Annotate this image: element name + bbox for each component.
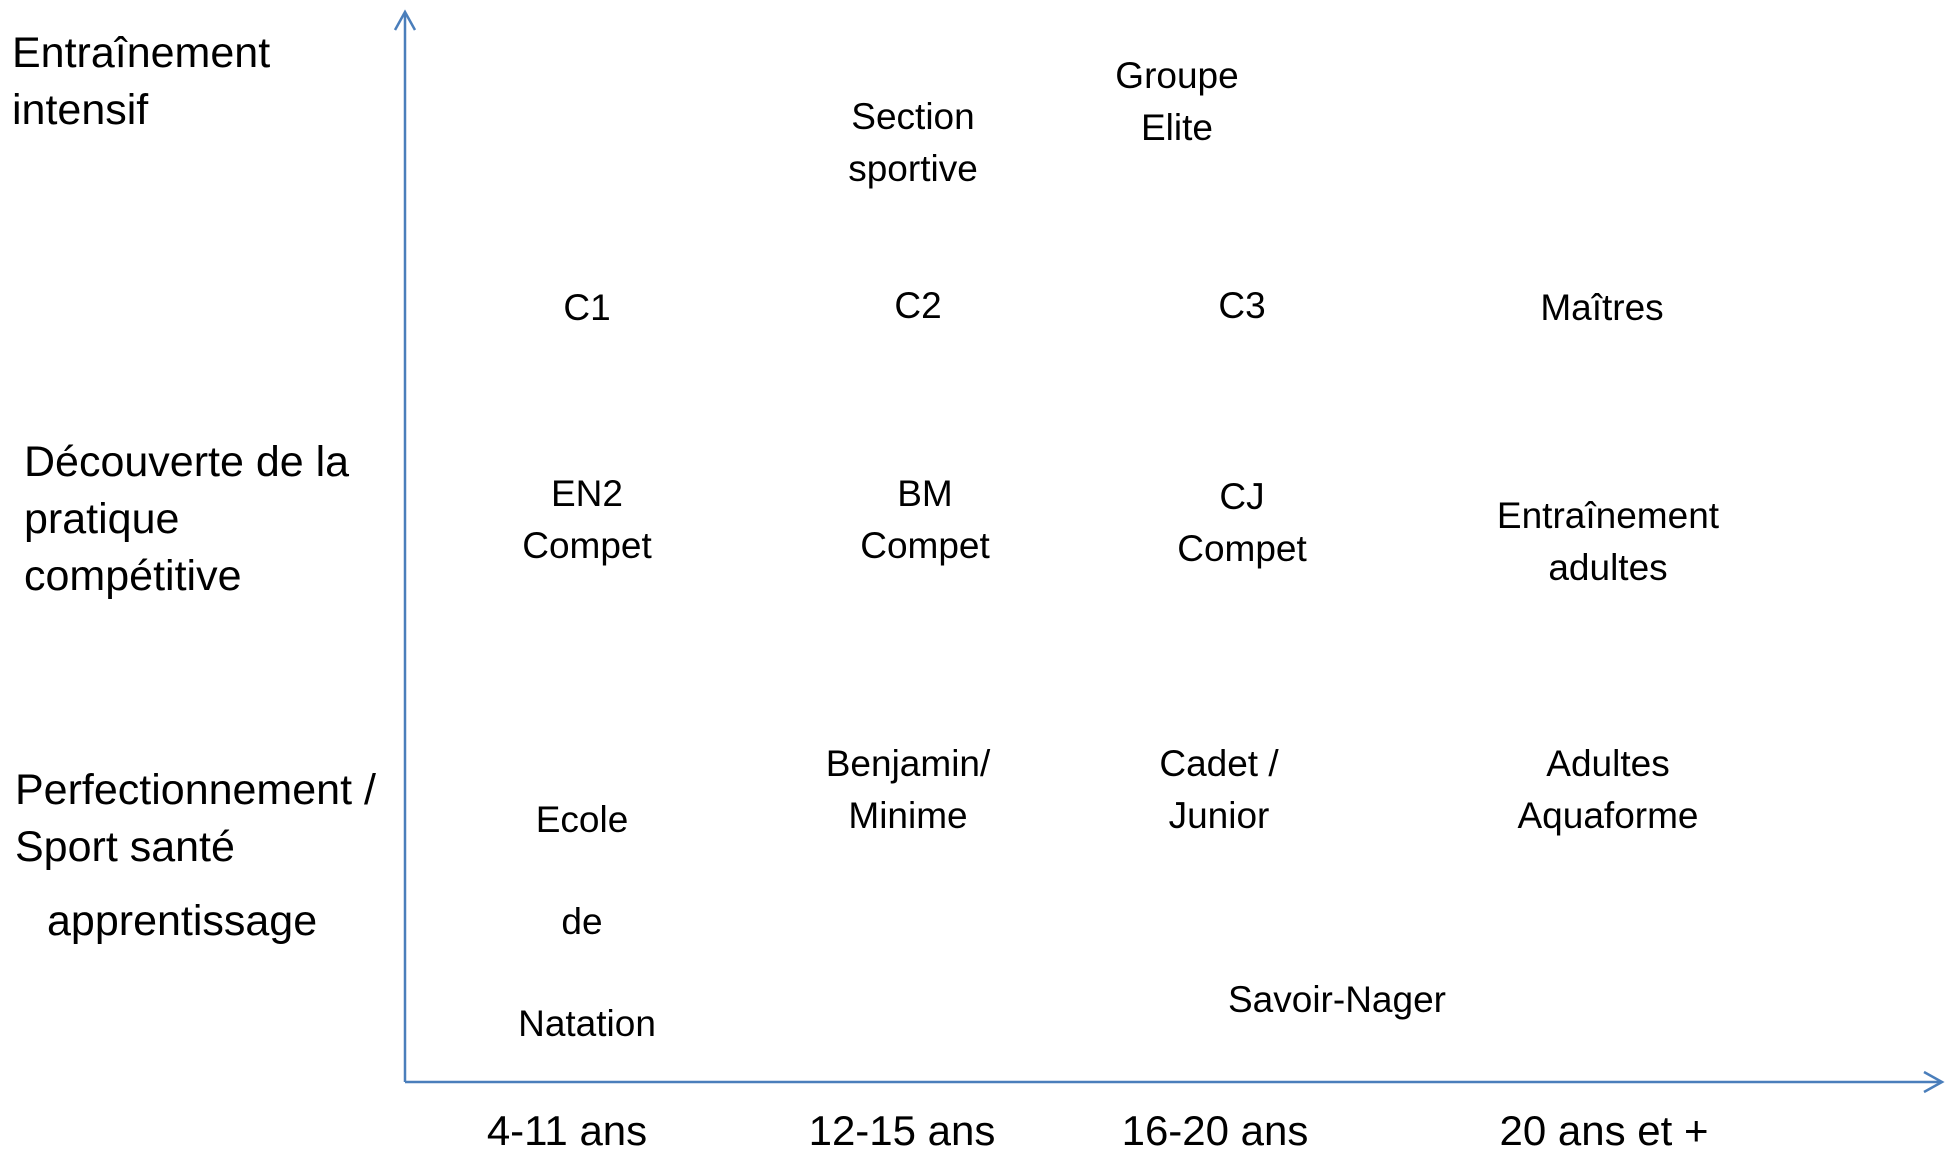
group-adultes-aquaforme: Adultes Aquaforme <box>1517 743 1699 836</box>
x-label-20-plus: 20 ans et + <box>1499 1107 1709 1154</box>
group-maitres: Maîtres <box>1540 287 1664 328</box>
group-ecole-natation: Natation <box>518 1003 656 1044</box>
group-benjamin-minime: Benjamin/ Minime <box>825 743 991 836</box>
x-axis-arrow-icon <box>1923 1070 1945 1094</box>
y-label-health: Perfectionnement / Sport santé <box>15 766 376 872</box>
y-label-learning: apprentissage <box>47 897 318 945</box>
y-axis-arrow-icon <box>393 9 417 31</box>
y-label-competitive: Découverte de la pratique compétitive <box>24 438 350 601</box>
group-cadet-junior: Cadet / Junior <box>1159 743 1279 836</box>
group-section-sportive: Section sportive <box>848 96 978 189</box>
group-c3: C3 <box>1218 285 1266 326</box>
group-bm-compet: BM Compet <box>860 473 990 566</box>
x-label-12-15: 12-15 ans <box>808 1107 996 1154</box>
group-ecole: Ecole <box>535 799 629 840</box>
group-savoir-nager: Savoir-Nager <box>1228 979 1446 1020</box>
y-label-intensive: Entraînement intensif <box>12 29 271 135</box>
group-entrainement-adultes: Entraînement adultes <box>1496 495 1720 588</box>
x-label-4-11: 4-11 ans <box>486 1107 648 1154</box>
group-elite: Groupe Elite <box>1115 55 1239 148</box>
group-cj-compet: CJ Compet <box>1177 476 1307 569</box>
group-ecole-de: de <box>561 901 603 942</box>
group-c2: C2 <box>894 285 942 326</box>
group-en2-compet: EN2 Compet <box>522 473 652 566</box>
x-label-16-20: 16-20 ans <box>1121 1107 1309 1154</box>
group-c1: C1 <box>563 287 611 328</box>
